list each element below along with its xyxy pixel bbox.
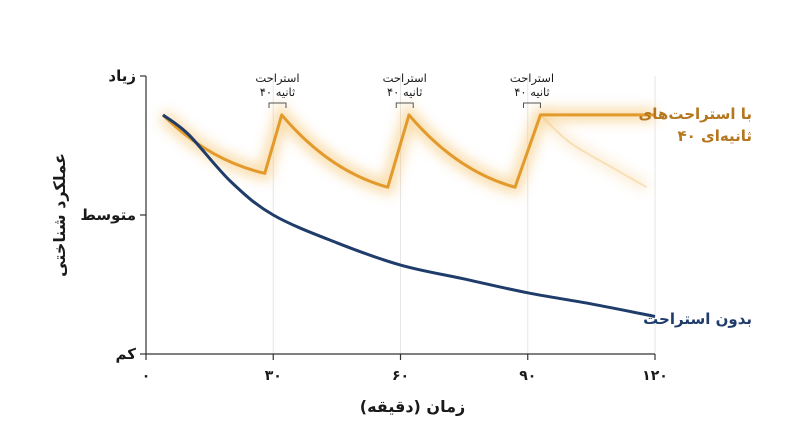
break-annotation-label: استراحت: [510, 71, 554, 86]
y-level-label: کم: [116, 345, 137, 363]
series: [158, 100, 656, 318]
x-tick-label: ۰: [142, 368, 151, 384]
x-tick-label: ۹۰: [519, 368, 536, 384]
break-bracket: [395, 102, 414, 108]
axes: زیاد متوسط کم ۰ ۳۰ ۶۰ ۹۰ ۱۲۰: [80, 67, 667, 384]
break-bracket: [268, 102, 287, 108]
break-bracket: [523, 102, 541, 108]
break-annotation-duration: ۴۰ ثانیه: [514, 85, 550, 99]
projection-glow: [536, 111, 650, 192]
y-level-label: زیاد: [108, 67, 136, 85]
x-tick-label: ۶۰: [392, 368, 409, 384]
x-axis-title: زمان (دقیقه): [360, 397, 465, 416]
x-tick-label: ۳۰: [265, 368, 282, 384]
x-tick-label: ۱۲۰: [642, 368, 668, 384]
break-annotation-label: استراحت: [383, 71, 427, 86]
no-breaks-line: [162, 113, 656, 318]
break-annotation-label: استراحت: [255, 71, 299, 86]
with-breaks-series-label: با استراحت‌های: [639, 105, 752, 123]
labels: زمان (دقیقه) عملکرد شناختی با استراحت‌های ۴…: [50, 105, 752, 416]
projection-line: [539, 114, 648, 189]
with-breaks-series-label: ۴۰ ثانیه‌ای: [677, 127, 752, 145]
with-breaks-line: [161, 113, 655, 189]
y-level-label: متوسط: [80, 206, 136, 224]
no-breaks-series-label: بدون استراحت: [643, 310, 752, 328]
break-annotation-duration: ۴۰ ثانیه: [387, 85, 423, 99]
break-annotation-duration: ۴۰ ثانیه: [260, 85, 296, 99]
y-axis-title: عملکرد شناختی: [50, 153, 69, 277]
